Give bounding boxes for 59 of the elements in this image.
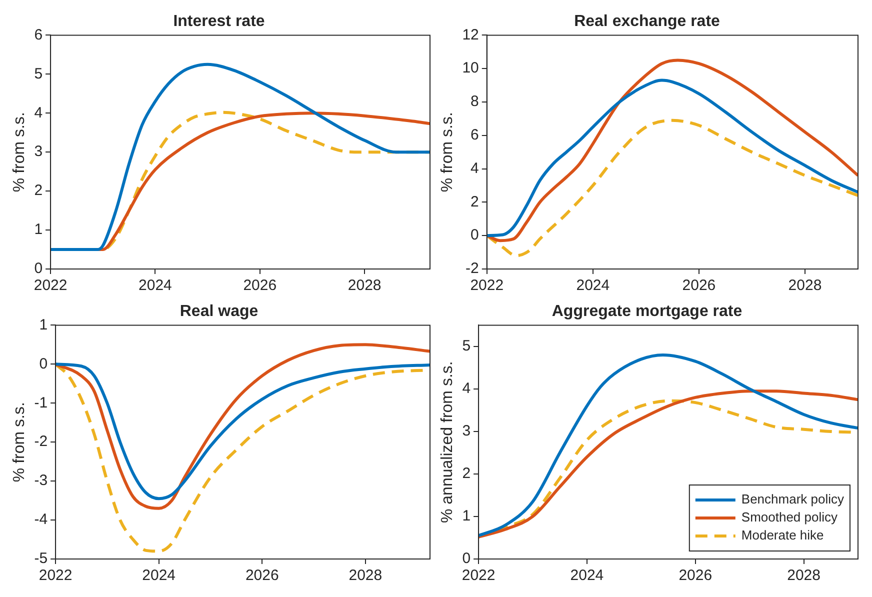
x-tick-label: 2028	[348, 277, 382, 294]
y-tick-label: 1	[39, 316, 48, 334]
chart-title: Interest rate	[173, 13, 265, 30]
line-series	[56, 343, 430, 510]
x-tick-label: 2024	[142, 567, 176, 584]
y-tick-label: -1	[34, 394, 48, 412]
y-tick-label: -2	[34, 433, 48, 450]
y-axis-title: % annualized from s.s.	[439, 361, 456, 524]
chart-title: Aggregate mortgage rate	[552, 303, 742, 320]
x-tick-label: 2022	[38, 567, 72, 584]
y-tick-label: 1	[34, 221, 43, 238]
y-tick-label: 4	[462, 380, 471, 398]
y-tick-label: 8	[470, 93, 479, 110]
x-tick-label: 2026	[245, 567, 279, 584]
x-tick-label: 2028	[787, 567, 820, 584]
y-tick-label: 0	[462, 550, 471, 568]
y-tick-label: 10	[462, 60, 479, 77]
x-tick-label: 2026	[682, 277, 716, 294]
y-tick-label: 6	[470, 126, 479, 144]
line-series	[56, 362, 430, 500]
chart-title: Real exchange rate	[574, 13, 720, 30]
line-series	[486, 118, 858, 258]
y-tick-label: 0	[470, 226, 479, 244]
y-tick-label: 2	[462, 465, 471, 482]
y-tick-label: 1	[462, 508, 471, 525]
y-tick-label: -4	[34, 511, 48, 528]
y-tick-label: -2	[466, 260, 479, 278]
x-tick-label: 2022	[34, 277, 68, 294]
legend-label: Smoothed policy	[741, 510, 838, 525]
line-series	[50, 62, 430, 252]
legend-label: Moderate hike	[741, 528, 824, 543]
y-tick-label: 5	[34, 65, 43, 82]
x-tick-label: 2028	[788, 277, 822, 294]
y-tick-label: 6	[34, 26, 43, 44]
y-tick-label: 0	[34, 260, 43, 278]
x-tick-label: 2026	[678, 567, 712, 584]
x-tick-label: 2024	[138, 277, 172, 294]
x-tick-label: 2026	[243, 277, 277, 294]
x-tick-label: 2024	[570, 567, 604, 584]
y-axis-title: % from s.s.	[11, 402, 28, 482]
y-tick-label: 3	[462, 422, 471, 440]
y-tick-label: 3	[34, 143, 43, 160]
y-tick-label: 2	[470, 193, 479, 210]
x-tick-label: 2028	[348, 567, 382, 584]
chart-title: Real wage	[180, 303, 258, 320]
y-axis-title: % from s.s.	[11, 112, 28, 192]
y-tick-label: 2	[34, 182, 43, 200]
x-tick-label: 2022	[470, 277, 504, 294]
y-tick-label: -5	[34, 550, 48, 568]
y-tick-label: 5	[462, 338, 471, 355]
y-axis-title: % from s.s.	[439, 112, 456, 192]
y-tick-label: 4	[470, 160, 479, 177]
legend-label: Benchmark policy	[741, 492, 844, 507]
x-tick-label: 2022	[462, 567, 496, 584]
x-tick-label: 2024	[576, 277, 610, 294]
y-tick-label: 0	[39, 355, 48, 372]
y-tick-label: -3	[34, 472, 48, 490]
y-tick-label: 4	[34, 104, 43, 122]
y-tick-label: 12	[462, 26, 479, 44]
